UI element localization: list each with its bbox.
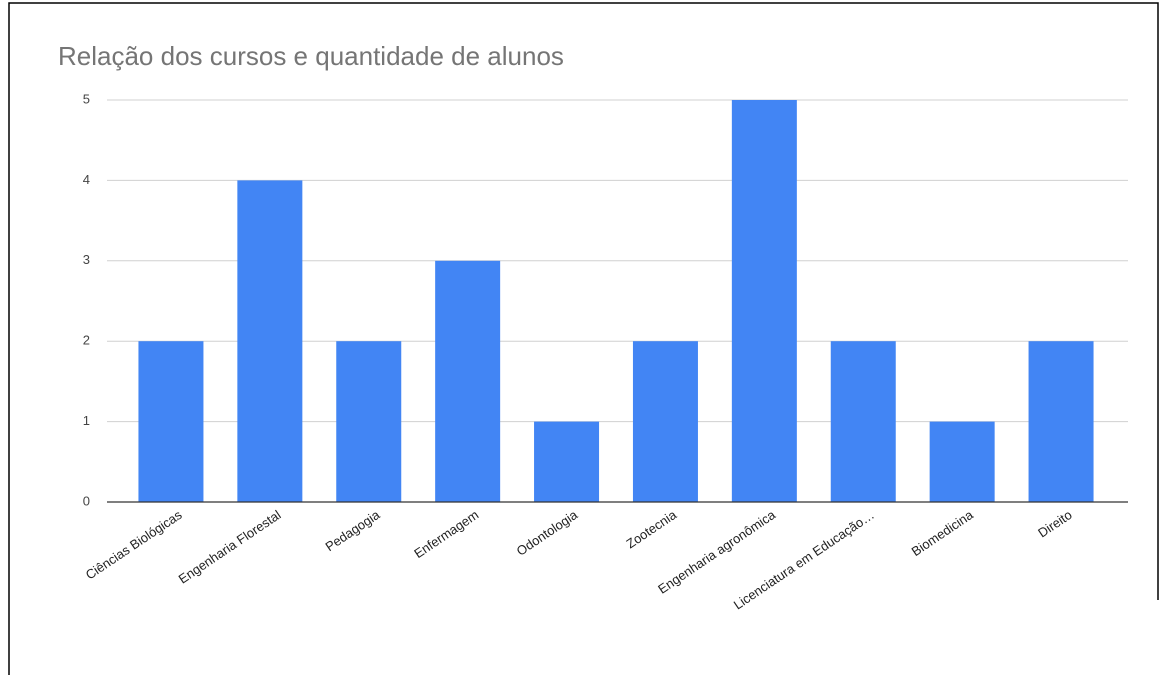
bar — [929, 421, 995, 502]
y-tick-label: 1 — [83, 413, 90, 428]
bar — [830, 341, 896, 502]
y-tick-label: 0 — [83, 493, 90, 508]
x-tick-label: Direito — [1035, 507, 1075, 540]
x-tick-label: Odontologia — [514, 507, 581, 559]
bar — [731, 100, 797, 502]
bar — [237, 180, 303, 502]
bar — [336, 341, 402, 502]
bar — [1028, 341, 1094, 502]
frame — [8, 2, 1159, 675]
bar — [632, 341, 698, 502]
x-tick-label: Biomedicina — [909, 507, 977, 559]
y-tick-label: 4 — [83, 172, 90, 187]
y-tick-label: 3 — [83, 252, 90, 267]
bar — [435, 260, 501, 502]
x-tick-label: Ciências Biológicas — [83, 507, 185, 583]
y-tick-label: 2 — [83, 333, 90, 348]
x-tick-label: Zootecnia — [623, 507, 679, 552]
x-tick-label: Enfermagem — [411, 507, 481, 561]
bar — [138, 341, 204, 502]
x-tick-label: Engenharia Florestal — [176, 507, 284, 587]
bar — [534, 421, 600, 502]
y-tick-label: 5 — [83, 91, 90, 106]
chart-title: Relação dos cursos e quantidade de aluno… — [58, 41, 564, 71]
x-tick-label: Pedagogia — [322, 507, 383, 555]
